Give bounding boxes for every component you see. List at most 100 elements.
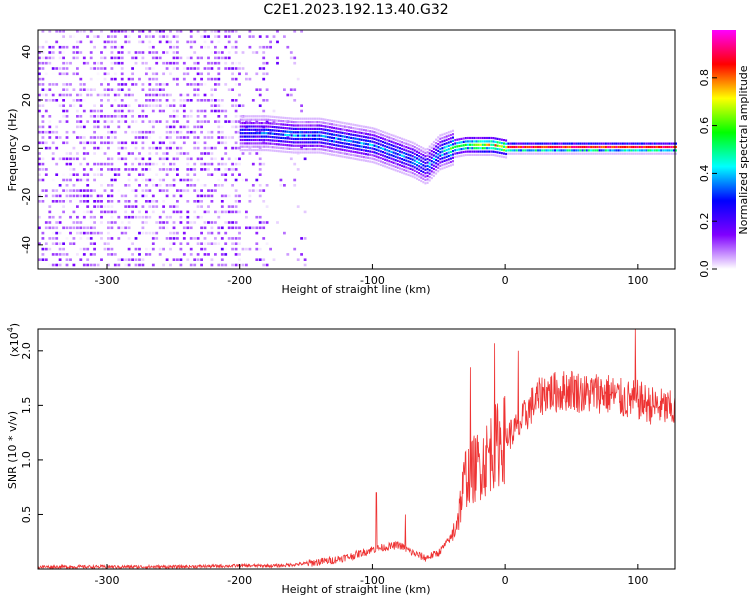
spectrogram-cell <box>227 157 231 161</box>
spectrogram-ridge-cell <box>303 124 306 127</box>
spectrogram-ridge-cell <box>254 118 257 121</box>
spectrogram-ridge-cell <box>447 138 450 141</box>
spectrogram-cell <box>113 88 117 91</box>
spectrogram-ridge-cell <box>428 169 431 172</box>
spectrogram-cell <box>196 189 200 192</box>
spectrogram-frame <box>37 29 676 270</box>
spectrogram-ridge-cell <box>496 148 499 151</box>
spectrogram-ridge-cell <box>277 126 280 129</box>
spectrogram-cell <box>100 51 103 54</box>
spectrogram-cell <box>172 184 176 187</box>
spectrogram-cell <box>110 200 114 203</box>
spectrogram-cell <box>158 189 162 192</box>
spectrogram-cell <box>224 247 228 251</box>
spectrogram-ridge-cell <box>505 152 508 156</box>
spectrogram-ridge-cell <box>290 147 293 151</box>
spectrogram-cell <box>262 51 266 54</box>
spectrogram-cell <box>248 77 252 81</box>
spectrogram-cell <box>120 67 124 70</box>
spectrogram-ridge-cell <box>250 132 253 135</box>
spectrogram-cell <box>186 136 190 139</box>
spectrogram-cell <box>207 173 210 176</box>
spectrogram-cell <box>200 83 203 86</box>
spectrogram-cell <box>207 77 210 81</box>
spectrogram-cell <box>196 115 200 118</box>
spectrogram-cell <box>79 120 83 123</box>
spectrogram-cell <box>79 226 83 230</box>
spectrogram-ridge-cell <box>358 124 361 127</box>
spectrogram-ridge-cell <box>265 122 268 125</box>
spectrogram-ridge-cell <box>286 140 289 143</box>
colorbar-tick-label: 0.4 <box>698 165 711 183</box>
spectrogram-cell <box>93 221 96 224</box>
spectrogram-ridge-cell <box>328 153 331 156</box>
spectrogram-ridge-cell <box>292 151 295 154</box>
spectrogram-cell <box>131 109 134 113</box>
spectrogram-cell <box>238 115 241 118</box>
spectrogram-ridge-cell <box>286 130 289 133</box>
spectrogram-cell <box>193 178 197 182</box>
spectrogram-cell <box>293 178 297 182</box>
spectrogram-cell <box>62 93 65 97</box>
spectrogram-ridge-cell <box>651 142 654 145</box>
spectrogram-cell <box>110 56 114 60</box>
spectrogram-ridge-cell <box>399 140 401 143</box>
spectrogram-cell <box>279 178 283 182</box>
spectrogram-cell <box>124 120 128 123</box>
spectrogram-cell <box>231 120 234 123</box>
spectrogram-ridge-cell <box>396 149 399 152</box>
spectrogram-cell <box>58 194 62 198</box>
spectrogram-ridge-cell <box>481 143 484 146</box>
spectrogram-cell <box>69 104 72 107</box>
spectrogram-cell <box>238 72 241 76</box>
spectrogram-ridge-cell <box>388 133 391 136</box>
snr-x-tick-label: -300 <box>95 574 120 587</box>
spectrogram-cell <box>58 51 62 54</box>
spectrogram-ridge-cell <box>280 143 283 146</box>
spectrogram-cell <box>58 136 62 139</box>
spectrogram-cell <box>96 67 100 70</box>
spectrogram-cell <box>48 125 52 129</box>
spectrogram-cell <box>293 88 297 91</box>
spectrogram-cell <box>124 184 128 187</box>
spectrogram-cell <box>62 109 65 113</box>
spectrogram-cell <box>158 247 162 251</box>
spectrogram-cell <box>138 215 141 219</box>
spectrogram-cell <box>158 157 162 161</box>
spectrogram-cell <box>210 104 214 107</box>
spectrogram-ridge-cell <box>403 172 406 175</box>
spectrogram-ridge-cell <box>288 127 291 130</box>
snr-x-tick-label: 0 <box>502 574 509 587</box>
spectrogram-cell <box>276 56 279 60</box>
spectrogram-cell <box>186 168 190 171</box>
spectrogram-cell <box>248 247 252 251</box>
spectrogram-ridge-cell <box>335 150 338 154</box>
spectrogram-cell <box>62 99 65 102</box>
spectrogram-cell <box>138 115 141 118</box>
spectrogram-cell <box>72 184 76 187</box>
spectrogram-ridge-cell <box>418 172 421 175</box>
spectrogram-ridge-cell <box>297 148 299 151</box>
spectrogram-cell <box>62 88 65 91</box>
spectrogram-cell <box>234 109 238 113</box>
spectrogram-ridge-cell <box>390 147 393 150</box>
spectrogram-cell <box>169 242 172 245</box>
spectrogram-ridge-cell <box>430 156 433 159</box>
spectrogram-ridge-cell <box>362 142 365 145</box>
spectrogram-ridge-cell <box>382 164 384 167</box>
spectrogram-ridge-cell <box>260 132 263 135</box>
spectrogram-cell <box>58 157 62 161</box>
spectrogram-cell <box>296 258 300 261</box>
spectrogram-cell <box>258 168 262 171</box>
spectrogram-ridge-cell <box>282 150 285 153</box>
spectrogram-cell <box>165 168 169 171</box>
spectrogram-cell <box>110 45 114 49</box>
snr-multiplier-base: (x10 <box>8 332 21 357</box>
spectrogram-cell <box>117 93 121 97</box>
spectrogram-ridge-cell <box>543 152 546 155</box>
spectrogram-cell <box>220 104 224 107</box>
spectrogram-cell <box>62 200 65 203</box>
spectrogram-cell <box>207 194 210 198</box>
snr-y-multiplier: (x104) <box>6 323 21 357</box>
spectrogram-cell <box>72 221 76 224</box>
